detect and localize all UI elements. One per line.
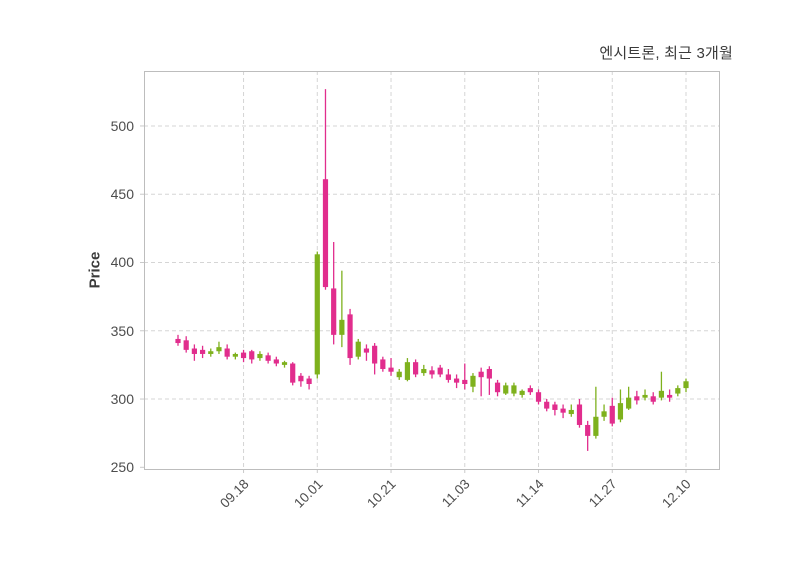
chart-title: 엔시트론, 최근 3개월: [599, 45, 733, 62]
candle-body: [593, 416, 599, 436]
candle-body: [609, 405, 615, 424]
y-axis-title: Price: [86, 251, 104, 289]
candle-body: [535, 392, 542, 402]
candle-body: [478, 371, 484, 378]
candle-body: [281, 362, 288, 365]
candle-body: [363, 348, 370, 353]
candle-body: [626, 397, 632, 409]
candle-body: [232, 353, 238, 357]
candle-body: [380, 359, 386, 369]
candle-body: [560, 408, 566, 413]
candle-body: [453, 378, 460, 383]
candle-body: [642, 394, 648, 398]
y-tick-label: 450: [110, 186, 134, 203]
candle-body: [257, 353, 263, 359]
candle-body: [494, 382, 501, 393]
candle-body: [683, 381, 689, 389]
candle-body: [339, 319, 345, 335]
candle-body: [429, 370, 435, 375]
candle-body: [175, 338, 181, 344]
y-tick-label: 500: [110, 117, 134, 134]
candle-body: [462, 379, 468, 385]
candle-body: [273, 359, 279, 364]
candle-body: [486, 368, 492, 379]
candle-body: [503, 385, 509, 394]
candle-body: [306, 378, 312, 385]
candle-body: [199, 349, 206, 354]
candle-body: [322, 179, 329, 288]
candle-body: [437, 367, 443, 375]
y-tick-label: 400: [110, 254, 134, 271]
candle-body: [601, 411, 607, 417]
candle-body: [675, 388, 681, 394]
plot-panel-border: [144, 71, 720, 470]
candle-body: [240, 352, 247, 359]
candle-body: [265, 355, 271, 361]
candle-body: [396, 371, 402, 378]
candle-body: [191, 348, 197, 354]
candle-body: [298, 375, 304, 382]
candle-body: [290, 363, 296, 383]
candle-body: [568, 409, 574, 415]
candle-body: [544, 401, 550, 409]
candle-body: [372, 345, 378, 364]
candle-body: [347, 314, 353, 359]
candle-body: [224, 348, 230, 357]
candle-body: [527, 388, 533, 393]
candle-body: [511, 385, 517, 394]
candle-body: [413, 362, 419, 375]
candle-body: [404, 362, 411, 380]
candle-body: [355, 341, 361, 357]
candle-body: [208, 351, 214, 354]
candle-body: [331, 288, 337, 335]
candle-body: [314, 254, 320, 375]
candle-body: [470, 375, 476, 387]
candle-body: [552, 404, 558, 410]
candle-body: [216, 347, 222, 352]
candle-body: [658, 390, 665, 398]
candle-body: [667, 394, 673, 398]
candle-body: [445, 374, 451, 380]
candle-body: [519, 390, 525, 395]
candle-body: [634, 396, 640, 401]
candle-body: [421, 368, 427, 374]
candle-body: [617, 403, 624, 420]
candle-body: [249, 351, 255, 360]
candle-body: [585, 424, 591, 436]
candle-body: [183, 340, 189, 350]
candle-body: [388, 367, 394, 372]
y-tick-label: 250: [110, 459, 134, 476]
y-tick-label: 300: [110, 391, 134, 408]
candle-body: [650, 396, 656, 402]
y-tick-label: 350: [110, 322, 134, 339]
candle-body: [576, 404, 583, 425]
